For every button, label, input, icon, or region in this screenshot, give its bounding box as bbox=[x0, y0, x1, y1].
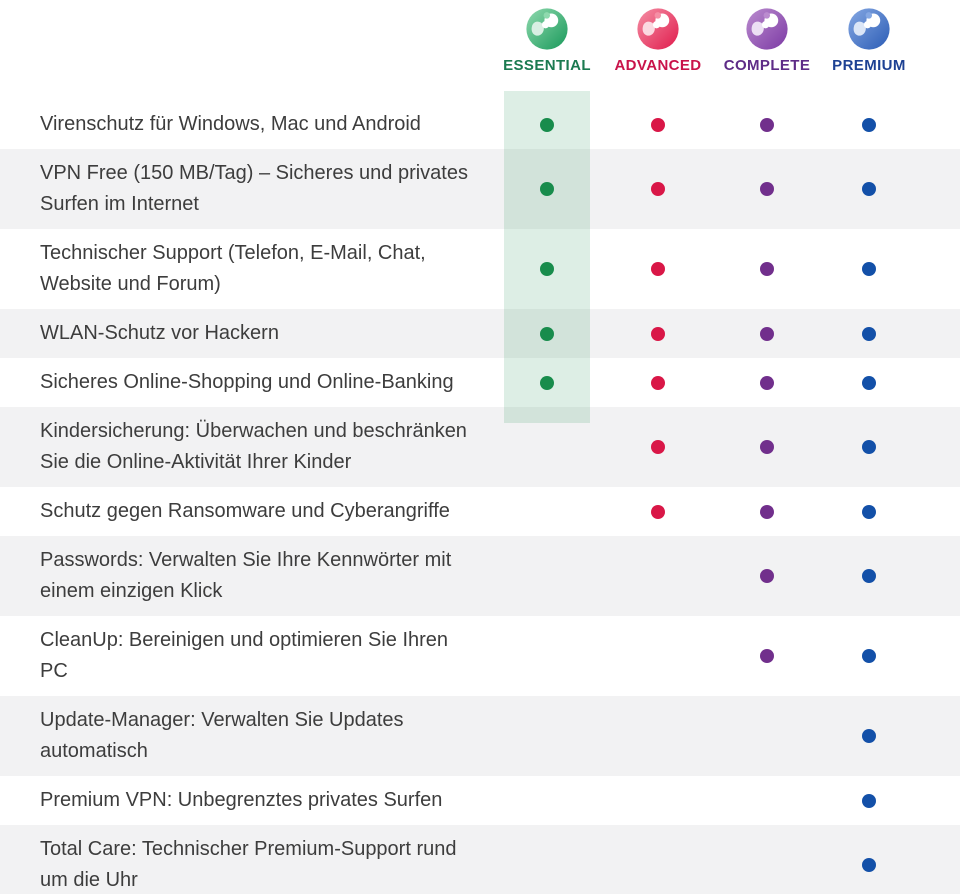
advanced-included-dot bbox=[651, 262, 665, 276]
essential-included-dot bbox=[540, 182, 554, 196]
complete-included-dot bbox=[760, 375, 774, 390]
complete-included-dot bbox=[760, 649, 774, 663]
feature-label: Virenschutz für Windows, Mac und Android bbox=[40, 113, 421, 135]
plan-name-label: PREMIUM bbox=[832, 57, 906, 74]
advanced-included-dot bbox=[651, 375, 665, 390]
premium-included-dot bbox=[862, 649, 876, 663]
essential-included-dot bbox=[540, 117, 554, 132]
complete-included-dot bbox=[760, 440, 774, 454]
premium-included-dot bbox=[862, 117, 876, 132]
feature-label: WLAN-Schutz vor Hackern bbox=[40, 322, 279, 344]
panda-logo-icon bbox=[848, 8, 890, 50]
premium-included-dot bbox=[862, 504, 876, 519]
panda-logo-icon bbox=[746, 8, 788, 50]
plan-header-complete: COMPLETE bbox=[712, 6, 822, 74]
feature-label: Sicheres Online-Shopping und Online-Bank… bbox=[40, 371, 454, 393]
plan-header-premium: PREMIUM bbox=[814, 6, 924, 74]
premium-included-dot bbox=[862, 326, 876, 341]
feature-label: Total Care: Technischer Premium-Support … bbox=[40, 838, 457, 891]
panda-logo-icon bbox=[526, 8, 568, 50]
panda-logo-icon bbox=[637, 8, 679, 50]
feature-row: Passwords: Verwalten Sie Ihre Kennwörter… bbox=[0, 536, 960, 616]
plan-header-advanced: ADVANCED bbox=[603, 6, 713, 74]
advanced-included-dot bbox=[651, 182, 665, 196]
advanced-included-dot bbox=[651, 326, 665, 341]
feature-row: Schutz gegen Ransomware und Cyberangriff… bbox=[0, 487, 960, 536]
plan-header-essential: ESSENTIAL bbox=[492, 6, 602, 74]
feature-row: Kindersicherung: Überwachen und beschrän… bbox=[0, 407, 960, 487]
feature-label: Kindersicherung: Überwachen und beschrän… bbox=[40, 420, 467, 473]
feature-row: Total Care: Technischer Premium-Support … bbox=[0, 825, 960, 894]
premium-included-dot bbox=[862, 262, 876, 276]
feature-label: CleanUp: Bereinigen und optimieren Sie I… bbox=[40, 629, 449, 682]
feature-label: Passwords: Verwalten Sie Ihre Kennwörter… bbox=[40, 549, 452, 602]
premium-included-dot bbox=[862, 375, 876, 390]
plan-name-label: ESSENTIAL bbox=[503, 57, 591, 74]
premium-included-dot bbox=[862, 858, 876, 872]
feature-label: Technischer Support (Telefon, E-Mail, Ch… bbox=[40, 242, 426, 295]
feature-rows: Virenschutz für Windows, Mac und Android… bbox=[0, 100, 960, 894]
complete-included-dot bbox=[760, 262, 774, 276]
premium-included-dot bbox=[862, 729, 876, 743]
feature-row: Premium VPN: Unbegrenztes privates Surfe… bbox=[0, 776, 960, 825]
complete-included-dot bbox=[760, 326, 774, 341]
premium-included-dot bbox=[862, 569, 876, 583]
plans-header: ESSENTIAL ADVANCED COMPLETE PREMIUM bbox=[0, 0, 960, 100]
advanced-included-dot bbox=[651, 117, 665, 132]
premium-included-dot bbox=[862, 182, 876, 196]
feature-row: CleanUp: Bereinigen und optimieren Sie I… bbox=[0, 616, 960, 696]
advanced-included-dot bbox=[651, 440, 665, 454]
plan-name-label: ADVANCED bbox=[614, 57, 702, 74]
complete-included-dot bbox=[760, 504, 774, 519]
feature-label: VPN Free (150 MB/Tag) – Sicheres und pri… bbox=[40, 162, 468, 215]
essential-included-dot bbox=[540, 262, 554, 276]
premium-included-dot bbox=[862, 440, 876, 454]
feature-label: Update-Manager: Verwalten Sie Updates au… bbox=[40, 709, 404, 762]
feature-label: Schutz gegen Ransomware und Cyberangriff… bbox=[40, 500, 450, 522]
essential-included-dot bbox=[540, 326, 554, 341]
feature-row: WLAN-Schutz vor Hackern bbox=[0, 309, 960, 358]
feature-row: VPN Free (150 MB/Tag) – Sicheres und pri… bbox=[0, 149, 960, 229]
complete-included-dot bbox=[760, 182, 774, 196]
feature-row: Update-Manager: Verwalten Sie Updates au… bbox=[0, 696, 960, 776]
essential-included-dot bbox=[540, 375, 554, 390]
advanced-included-dot bbox=[651, 504, 665, 519]
feature-row: Sicheres Online-Shopping und Online-Bank… bbox=[0, 358, 960, 407]
feature-row: Virenschutz für Windows, Mac und Android bbox=[0, 100, 960, 149]
plan-name-label: COMPLETE bbox=[723, 57, 811, 74]
complete-included-dot bbox=[760, 569, 774, 583]
feature-label: Premium VPN: Unbegrenztes privates Surfe… bbox=[40, 789, 443, 811]
complete-included-dot bbox=[760, 117, 774, 132]
premium-included-dot bbox=[862, 793, 876, 808]
feature-row: Technischer Support (Telefon, E-Mail, Ch… bbox=[0, 229, 960, 309]
